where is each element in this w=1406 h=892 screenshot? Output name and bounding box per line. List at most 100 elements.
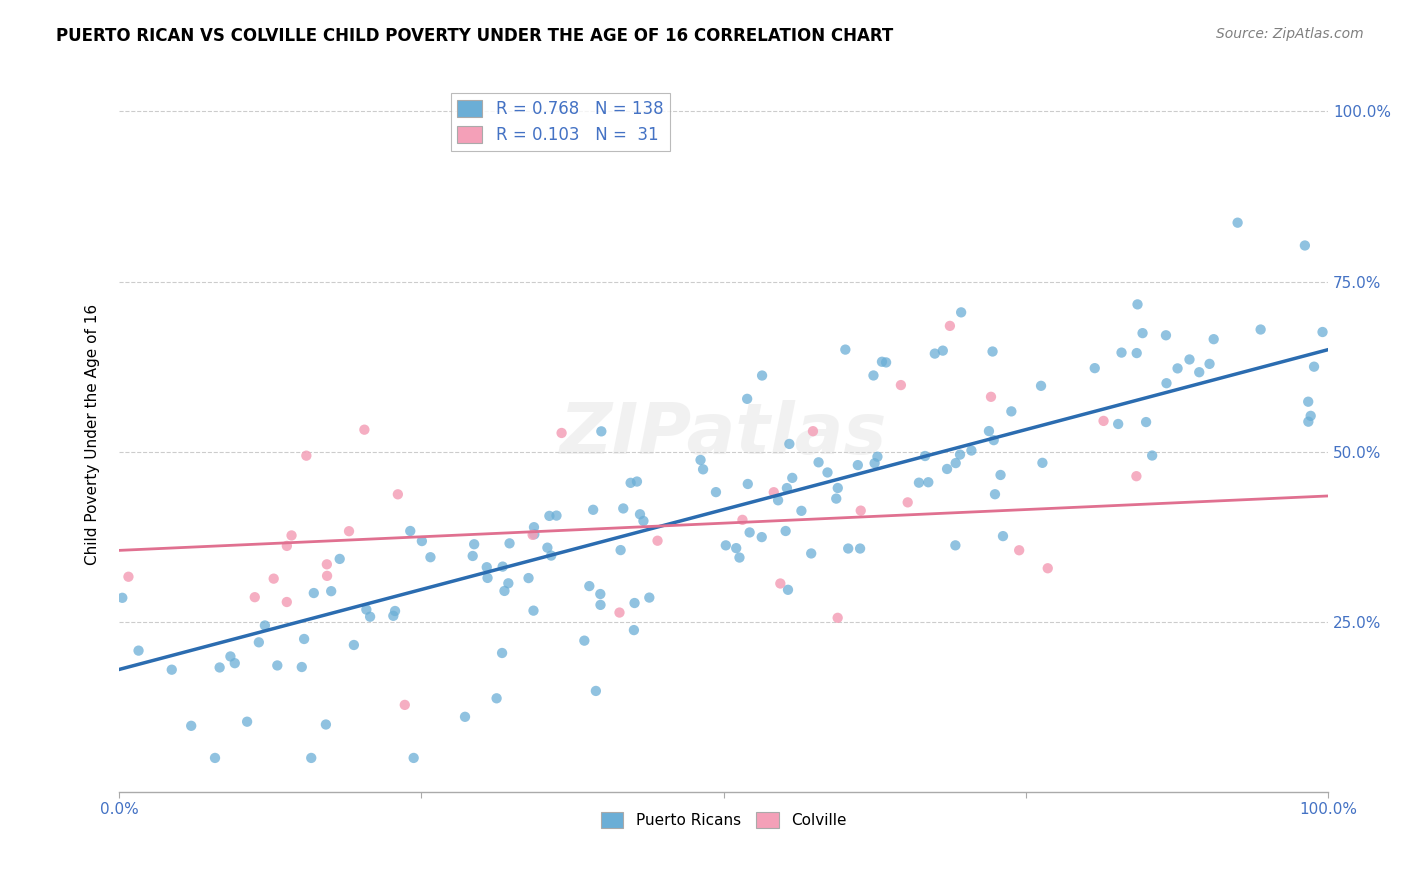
Point: [914, 449, 936, 463]
Point: [908, 475, 931, 490]
Point: [224, 656, 246, 670]
Point: [1188, 365, 1211, 379]
Point: [1125, 346, 1147, 360]
Point: [316, 569, 339, 583]
Point: [862, 368, 884, 383]
Point: [263, 572, 285, 586]
Point: [692, 462, 714, 476]
Point: [620, 475, 643, 490]
Point: [980, 390, 1002, 404]
Point: [204, 751, 226, 765]
Point: [1154, 328, 1177, 343]
Point: [776, 481, 799, 495]
Point: [236, 714, 259, 729]
Point: [735, 392, 758, 406]
Point: [523, 520, 546, 534]
Point: [523, 527, 546, 541]
Point: [419, 550, 441, 565]
Point: [609, 606, 631, 620]
Point: [1250, 322, 1272, 336]
Point: [623, 596, 645, 610]
Point: [689, 453, 711, 467]
Point: [950, 305, 973, 319]
Point: [778, 437, 800, 451]
Point: [1312, 325, 1334, 339]
Point: [875, 355, 897, 369]
Point: [638, 591, 661, 605]
Point: [775, 524, 797, 538]
Point: [463, 537, 485, 551]
Point: [536, 541, 558, 555]
Point: [924, 346, 946, 360]
Point: [725, 541, 748, 555]
Point: [589, 587, 612, 601]
Point: [817, 466, 839, 480]
Point: [315, 717, 337, 731]
Point: [494, 583, 516, 598]
Point: [219, 649, 242, 664]
Point: [762, 485, 785, 500]
Point: [522, 528, 544, 542]
Point: [498, 536, 520, 550]
Point: [276, 539, 298, 553]
Text: ZIPatlas: ZIPatlas: [560, 401, 887, 469]
Point: [208, 660, 231, 674]
Point: [402, 751, 425, 765]
Point: [609, 543, 631, 558]
Point: [849, 503, 872, 517]
Point: [863, 456, 886, 470]
Point: [292, 632, 315, 646]
Point: [117, 570, 139, 584]
Point: [766, 493, 789, 508]
Point: [295, 449, 318, 463]
Point: [1125, 469, 1147, 483]
Point: [387, 487, 409, 501]
Point: [475, 560, 498, 574]
Point: [454, 710, 477, 724]
Point: [111, 591, 134, 605]
Point: [612, 501, 634, 516]
Point: [932, 343, 955, 358]
Point: [280, 528, 302, 542]
Point: [1298, 415, 1320, 429]
Point: [315, 558, 337, 572]
Point: [626, 475, 648, 489]
Point: [990, 467, 1012, 482]
Point: [399, 524, 422, 538]
Point: [1132, 326, 1154, 340]
Point: [945, 538, 967, 552]
Point: [751, 368, 773, 383]
Point: [540, 549, 562, 563]
Point: [1178, 352, 1201, 367]
Point: [1111, 345, 1133, 359]
Point: [846, 458, 869, 472]
Point: [714, 538, 737, 552]
Point: [776, 582, 799, 597]
Point: [949, 448, 972, 462]
Point: [628, 508, 651, 522]
Point: [522, 604, 544, 618]
Point: [550, 425, 572, 440]
Point: [160, 663, 183, 677]
Point: [582, 503, 605, 517]
Point: [834, 343, 856, 357]
Point: [870, 355, 893, 369]
Point: [827, 611, 849, 625]
Point: [731, 513, 754, 527]
Point: [1303, 359, 1326, 374]
Point: [343, 638, 366, 652]
Text: PUERTO RICAN VS COLVILLE CHILD POVERTY UNDER THE AGE OF 16 CORRELATION CHART: PUERTO RICAN VS COLVILLE CHILD POVERTY U…: [56, 27, 893, 45]
Point: [1126, 297, 1149, 311]
Point: [299, 751, 322, 765]
Point: [266, 658, 288, 673]
Point: [1299, 409, 1322, 423]
Point: [737, 477, 759, 491]
Point: [1294, 238, 1316, 252]
Point: [485, 691, 508, 706]
Point: [769, 576, 792, 591]
Text: Source: ZipAtlas.com: Source: ZipAtlas.com: [1216, 27, 1364, 41]
Point: [1029, 379, 1052, 393]
Point: [827, 481, 849, 495]
Point: [623, 623, 645, 637]
Point: [1092, 414, 1115, 428]
